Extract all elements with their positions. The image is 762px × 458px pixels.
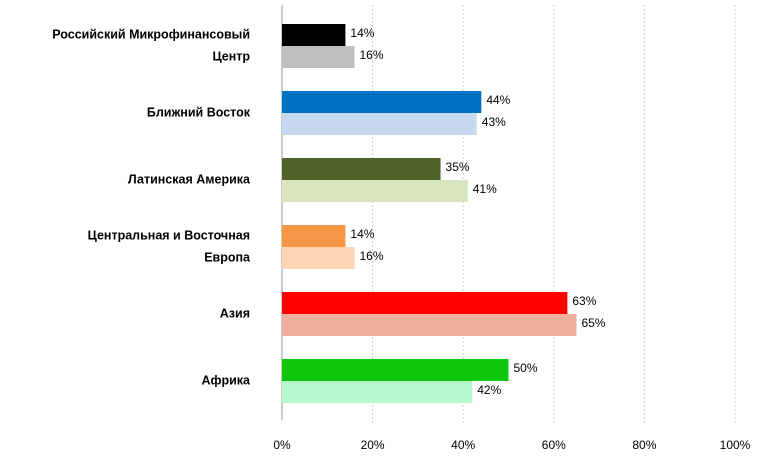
category-label: Российский Микрофинансовый	[52, 27, 250, 41]
value-label: 14%	[350, 26, 374, 40]
bar	[282, 46, 355, 68]
bar	[282, 381, 473, 403]
value-label: 16%	[359, 48, 383, 62]
x-tick-label: 60%	[542, 438, 566, 452]
bar	[282, 359, 509, 381]
bar	[282, 292, 568, 314]
bar	[282, 314, 577, 336]
value-label: 41%	[473, 182, 497, 196]
bar	[282, 113, 477, 135]
bar	[282, 24, 346, 46]
x-tick-label: 20%	[361, 438, 385, 452]
x-tick-label: 40%	[451, 438, 475, 452]
value-label: 44%	[486, 93, 510, 107]
category-label: Ближний Восток	[147, 105, 251, 119]
category-label: Центр	[212, 49, 250, 63]
bar	[282, 247, 355, 269]
value-label: 43%	[482, 115, 506, 129]
bar	[282, 158, 441, 180]
bar	[282, 225, 346, 247]
value-label: 63%	[572, 294, 596, 308]
category-label: Центральная и Восточная	[88, 228, 250, 242]
bar	[282, 180, 468, 202]
category-label: Латинская Америка	[128, 172, 251, 186]
value-label: 14%	[350, 227, 374, 241]
x-tick-label: 0%	[273, 438, 291, 452]
x-tick-label: 80%	[632, 438, 656, 452]
category-label: Азия	[220, 306, 250, 320]
value-label: 50%	[514, 361, 538, 375]
x-tick-label: 100%	[720, 438, 751, 452]
value-label: 16%	[359, 249, 383, 263]
bar	[282, 91, 482, 113]
value-label: 35%	[446, 160, 470, 174]
category-label: Европа	[204, 250, 251, 264]
value-label: 65%	[581, 316, 605, 330]
category-label: Африка	[202, 373, 252, 387]
value-label: 42%	[477, 383, 501, 397]
